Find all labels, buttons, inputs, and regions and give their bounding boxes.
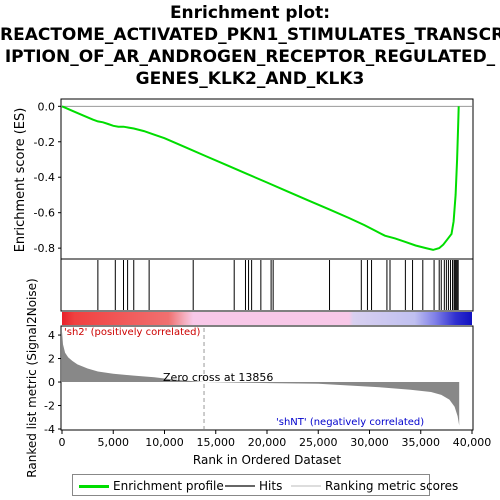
legend-item-metric: Ranking metric scores [291, 478, 458, 494]
x-tick-label: 35,000 [402, 436, 441, 449]
x-axis-ticks: 0 5,000 10,000 15,000 20,000 25,000 30,000 35,0… [59, 430, 492, 449]
x-axis-label: Rank in Ordered Dataset [193, 453, 341, 467]
metric-y-tick-label: 4 [48, 329, 55, 342]
metric-y-tick-label: 0 [48, 376, 55, 389]
chart-title: Enrichment plot: REACTOME_ACTIVATED_PKN1… [0, 2, 500, 90]
legend-label-enrichment: Enrichment profile [113, 479, 224, 493]
legend-label-metric: Ranking metric scores [325, 479, 459, 493]
metric-y-ticks: 4 2 0 -2 -4 [44, 329, 61, 436]
metric-y-tick-label: -4 [44, 423, 55, 436]
legend: Enrichment profile Hits Ranking metric s… [72, 474, 458, 496]
metric-y-tick-label: -2 [44, 400, 55, 413]
es-y-tick-label: 0.0 [38, 100, 56, 113]
ranking-metric-area [62, 331, 460, 426]
es-panel-frame [60, 98, 474, 260]
zero-cross-label: Zero cross at 13856 [163, 371, 273, 384]
x-tick-label: 15,000 [197, 436, 236, 449]
metric-y-tick-label: 2 [48, 353, 55, 366]
x-tick-label: 40,000 [453, 436, 492, 449]
hits-panel [60, 258, 474, 325]
x-tick-label: 5,000 [98, 436, 130, 449]
enrichment-profile-line [61, 105, 460, 251]
x-tick-label: 25,000 [299, 436, 338, 449]
rank-color-band [62, 312, 472, 325]
x-tick-label: 10,000 [145, 436, 184, 449]
positive-correlation-label: 'sh2' (positively correlated) [64, 327, 201, 338]
x-tick-label: 20,000 [248, 436, 287, 449]
metric-y-axis-label: Ranked list metric (Signal2Noise) [25, 278, 39, 477]
es-y-ticks: 0.0 -0.2 -0.4 -0.6 -0.8 [34, 100, 61, 255]
x-tick-label: 30,000 [350, 436, 389, 449]
title-line-2: REACTOME_ACTIVATED_PKN1_STIMULATES_TRANS… [0, 25, 500, 45]
title-line-3: IPTION_OF_AR_ANDROGEN_RECEPTOR_REGULATED… [4, 47, 496, 67]
legend-swatch-enrichment [79, 484, 109, 488]
legend-swatch-metric [291, 485, 321, 487]
title-line-1: Enrichment plot: [169, 3, 331, 23]
negative-correlation-label: 'shNT' (negatively correlated) [276, 417, 424, 428]
legend-item-enrichment: Enrichment profile [79, 478, 224, 494]
title-line-4: GENES_KLK2_AND_KLK3 [135, 69, 365, 89]
legend-label-hits: Hits [259, 479, 283, 493]
legend-swatch-hits [225, 485, 255, 487]
es-y-tick-label: -0.4 [34, 171, 55, 184]
legend-item-hits: Hits [225, 478, 282, 494]
es-y-axis-label: Enrichment score (ES) [13, 108, 28, 253]
es-y-tick-label: -0.2 [34, 136, 55, 149]
metric-panel: Zero cross at 13856 'sh2' (positively co… [25, 278, 491, 477]
hit-lines [97, 260, 459, 310]
hits-panel-frame [60, 258, 474, 312]
x-tick-label: 0 [59, 436, 66, 449]
es-y-tick-label: -0.6 [34, 207, 55, 220]
es-panel: 0.0 -0.2 -0.4 -0.6 -0.8 Enrichment score (ES… [13, 98, 474, 260]
es-y-tick-label: -0.8 [34, 242, 55, 255]
